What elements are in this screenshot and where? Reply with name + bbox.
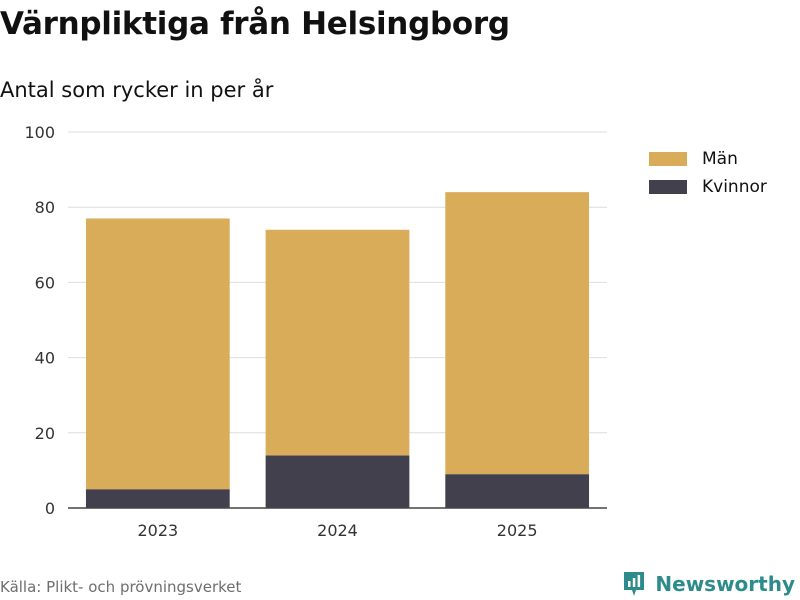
brand-name: Newsworthy (655, 572, 795, 596)
brand[interactable]: Newsworthy (622, 570, 795, 598)
y-tick-label-20: 20 (35, 424, 55, 443)
legend-swatch-kvinnor (649, 180, 687, 194)
legend: Män Kvinnor (649, 148, 767, 204)
bar-kvinnor-2023 (85, 489, 230, 508)
source-note: Källa: Plikt- och prövningsverket (0, 578, 242, 596)
x-tick-label-2024: 2024 (317, 521, 358, 540)
legend-item-man[interactable]: Män (649, 148, 767, 170)
bar-kvinnor-2024 (265, 455, 410, 508)
y-tick-label-80: 80 (35, 198, 55, 217)
x-tick-label-2025: 2025 (497, 521, 538, 540)
legend-label-man: Män (702, 149, 738, 169)
legend-item-kvinnor[interactable]: Kvinnor (649, 176, 767, 198)
x-tick-label-2023: 2023 (137, 521, 178, 540)
newsworthy-logo-icon (624, 572, 645, 596)
legend-label-kvinnor: Kvinnor (702, 177, 767, 197)
bar-män-2025 (445, 192, 590, 475)
y-tick-label-40: 40 (35, 349, 55, 368)
bar-kvinnor-2025 (445, 474, 590, 508)
bar-män-2024 (265, 229, 410, 456)
bar-män-2023 (85, 218, 230, 490)
y-tick-label-0: 0 (45, 499, 55, 518)
y-tick-label-100: 100 (24, 123, 55, 142)
y-tick-label-60: 60 (35, 273, 55, 292)
axes: 0 20 40 60 80 100 2023 2024 2025 (24, 123, 607, 540)
chart-title: Värnpliktiga från Helsingborg (0, 6, 510, 42)
bars (85, 192, 590, 508)
chart-subtitle: Antal som rycker in per år (0, 78, 274, 102)
legend-swatch-man (649, 152, 687, 166)
